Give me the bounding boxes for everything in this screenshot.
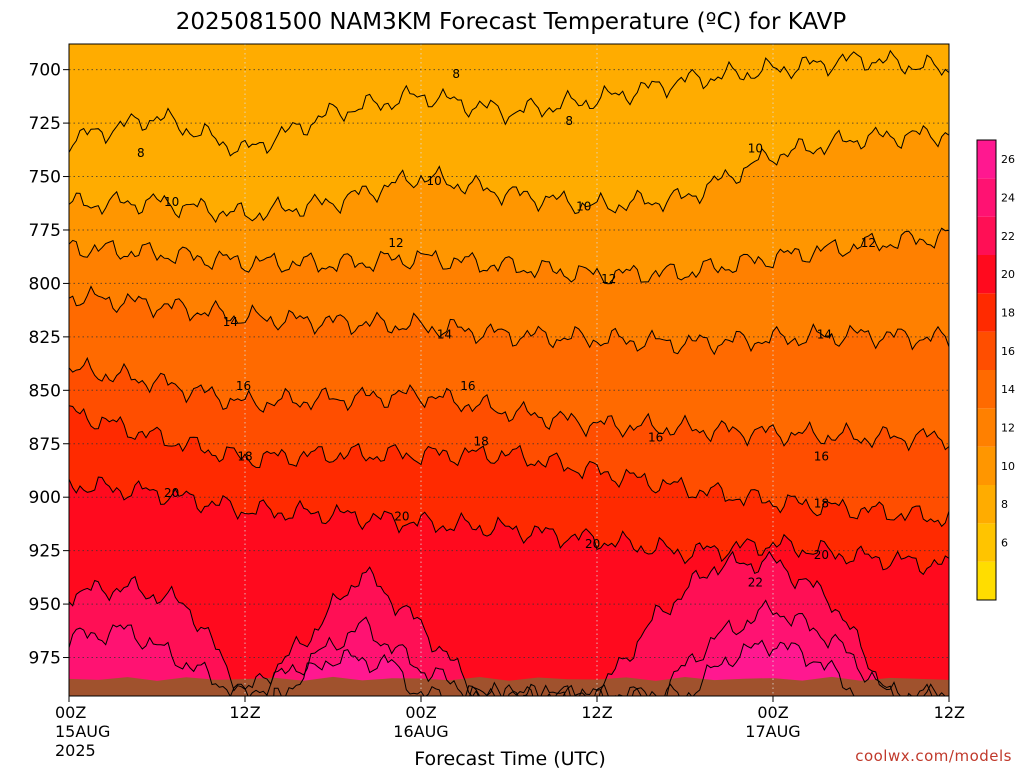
y-tick-label-775: 775 <box>29 221 61 241</box>
y-tick-label-750: 750 <box>29 168 61 188</box>
contour-label-21: 20 <box>394 509 409 523</box>
contour-label-15: 16 <box>648 430 663 444</box>
colorbar-frame <box>976 139 997 601</box>
contour-label-13: 16 <box>236 379 251 393</box>
colorbar-tick-8: 8 <box>1001 498 1008 511</box>
contour-label-23: 20 <box>814 548 829 562</box>
y-axis: 700 725 750 775 800 825 850 875 900 925 950 975 <box>29 61 69 669</box>
contour-label-5: 10 <box>576 199 591 213</box>
y-tick-label-925: 925 <box>29 542 61 562</box>
colorbar-swatch-26 <box>977 140 996 179</box>
isotherm-24c <box>69 599 933 696</box>
contour-label-19: 18 <box>814 497 829 511</box>
isotherm-18c <box>69 405 949 528</box>
colorbar-swatch-20 <box>977 255 996 294</box>
colorbar-tick-22: 22 <box>1001 230 1015 243</box>
colorbar-swatch-10 <box>977 446 996 485</box>
contour-label-6: 10 <box>748 142 763 156</box>
temperature-field <box>69 44 949 696</box>
chart-title: 2025081500 NAM3KM Forecast Temperature (… <box>176 9 847 35</box>
y-tick-label-950: 950 <box>29 595 61 615</box>
colorbar-swatch-14 <box>977 370 996 409</box>
isotherm-26c <box>273 639 856 696</box>
colorbar-tick-20: 20 <box>1001 268 1015 281</box>
y-tick-label-875: 875 <box>29 435 61 455</box>
contour-label-2: 8 <box>565 114 573 128</box>
colorbar-tick-6: 6 <box>1001 537 1008 550</box>
contour-label-16: 16 <box>814 450 829 464</box>
isotherm-16c <box>69 356 949 452</box>
contour-label-12: 14 <box>817 328 832 342</box>
contour-label-0: 8 <box>137 146 145 160</box>
colorbar-tick-18: 18 <box>1001 307 1015 320</box>
colorbar-swatch-22 <box>977 216 996 255</box>
colorbar-swatch-8 <box>977 485 996 524</box>
contour-label-11: 14 <box>437 328 452 342</box>
y-tick-label-850: 850 <box>29 381 61 401</box>
colorbar-tick-16: 16 <box>1001 345 1015 358</box>
x-tick-label-24-2: 16AUG <box>393 722 448 741</box>
y-tick-label-800: 800 <box>29 274 61 294</box>
x-axis-title: Forecast Time (UTC) <box>414 748 605 768</box>
plot-frame <box>68 43 950 697</box>
contour-label-9: 12 <box>861 236 876 250</box>
x-tick-label-12-1: 12Z <box>229 703 260 722</box>
credit-text: coolwx.com/models <box>855 747 1012 765</box>
isotherm-12c <box>69 227 949 285</box>
colorbar-tick-10: 10 <box>1001 460 1015 473</box>
colorbar-swatch-4 <box>977 561 996 600</box>
y-tick-label-900: 900 <box>29 488 61 508</box>
contour-label-22: 20 <box>585 537 600 551</box>
x-tick-label-0-2: 15AUG <box>55 722 110 741</box>
colorbar-tick-14: 14 <box>1001 383 1015 396</box>
contour-label-24: 22 <box>748 576 763 590</box>
x-tick-label-48-1: 00Z <box>757 703 788 722</box>
y-tick-label-975: 975 <box>29 649 61 669</box>
isotherm-14c <box>69 285 949 356</box>
x-tick-label-36-1: 12Z <box>581 703 612 722</box>
contour-label-1: 8 <box>452 67 460 81</box>
contour-label-14: 16 <box>460 379 475 393</box>
contour-label-4: 10 <box>427 174 442 188</box>
contour-label-8: 12 <box>601 272 616 286</box>
x-tick-label-24-1: 00Z <box>405 703 436 722</box>
ground-terrain <box>69 676 949 696</box>
colorbar-tick-24: 24 <box>1001 192 1015 205</box>
y-tick-label-825: 825 <box>29 328 61 348</box>
colorbar-swatch-6 <box>977 523 996 562</box>
colorbar: 6 8 10 12 14 16 18 20 22 24 26 <box>976 139 1015 601</box>
contour-label-17: 18 <box>237 450 252 464</box>
isotherm-lines: 8 8 8 10 10 10 10 12 12 12 14 14 14 16 16 16 16 18 18 18 20 2… <box>69 49 949 696</box>
x-tick-label-60-1: 12Z <box>934 703 965 722</box>
isotherm-10c <box>69 125 949 224</box>
contour-label-3: 10 <box>164 195 179 209</box>
contour-label-20: 20 <box>164 486 179 500</box>
y-tick-label-700: 700 <box>29 61 61 81</box>
colorbar-tick-26: 26 <box>1001 153 1015 166</box>
colorbar-swatch-12 <box>977 408 996 447</box>
isotherm-22c <box>69 550 949 696</box>
isotherm-20c <box>69 476 949 576</box>
x-tick-label-0-1: 00Z <box>55 703 86 722</box>
contour-label-7: 12 <box>388 236 403 250</box>
isotherm-8c <box>69 49 949 157</box>
colorbar-swatch-16 <box>977 331 996 370</box>
x-tick-label-0-3: 2025 <box>55 741 96 760</box>
colorbar-tick-12: 12 <box>1001 422 1015 435</box>
contour-label-18: 18 <box>473 435 488 449</box>
colorbar-swatch-18 <box>977 293 996 332</box>
x-tick-label-48-2: 17AUG <box>745 722 800 741</box>
colorbar-swatch-24 <box>977 178 996 217</box>
y-tick-label-725: 725 <box>29 114 61 134</box>
contour-label-10: 14 <box>223 315 238 329</box>
